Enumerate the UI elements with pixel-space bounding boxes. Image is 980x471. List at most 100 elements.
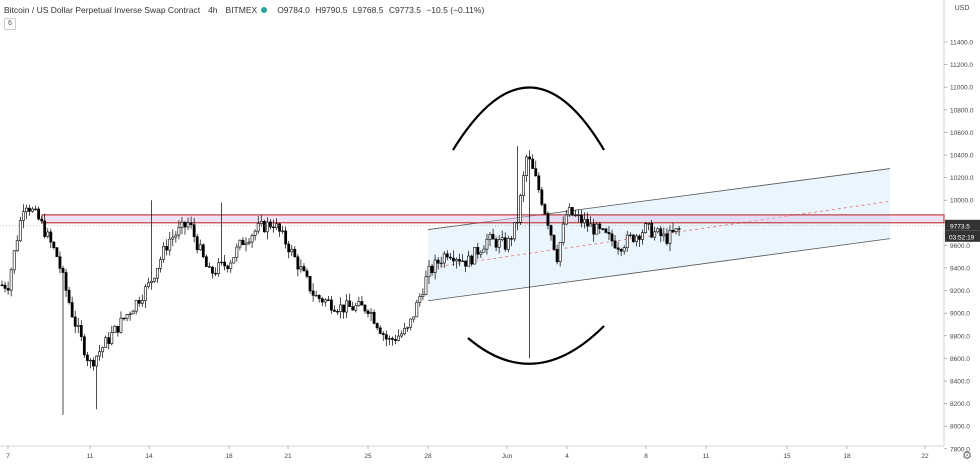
candle-body [485, 238, 489, 250]
candle-body [564, 214, 568, 225]
candle-body [531, 158, 535, 169]
candle-body [326, 299, 330, 301]
time-tick-label: 25 [364, 453, 372, 460]
time-tick-label: 22 [921, 453, 929, 460]
price-tick-label: 8400.0 [950, 379, 970, 386]
candle-body [363, 304, 367, 312]
last-price-tag [945, 219, 980, 231]
candle-body [180, 221, 184, 228]
candle-body [403, 327, 407, 335]
candle-body [195, 236, 199, 251]
price-tick-label: 10800.0 [950, 107, 974, 114]
candle-body [70, 302, 74, 318]
candle-body [412, 316, 416, 320]
candle-body [674, 228, 678, 232]
candle-body [24, 207, 28, 213]
candle-body [299, 266, 303, 270]
candle-body [653, 231, 657, 238]
time-tick-label: 11 [703, 453, 710, 460]
candle-body [262, 221, 266, 233]
candle-body [378, 327, 382, 334]
candle-body [525, 156, 529, 176]
candle-body [445, 253, 449, 258]
candle-body [360, 301, 364, 306]
candle-body [232, 256, 236, 264]
candle-body [278, 223, 281, 232]
candle-body [28, 207, 31, 212]
candle-body [101, 347, 105, 353]
candle-body [467, 255, 471, 267]
candle-body [314, 295, 318, 297]
candle-body [476, 246, 480, 255]
candle-body [128, 313, 132, 316]
candle-body [73, 316, 77, 327]
candle-body [415, 301, 419, 318]
ohlc-high: H9790.5 [315, 5, 348, 15]
time-tick-label: Jun [502, 453, 513, 460]
candle-body [192, 224, 196, 237]
candle-body [55, 247, 59, 258]
ohlc-values: O9784.0 H9790.5 L9768.5 C9773.5 −10.5 (−… [277, 5, 487, 15]
candle-body [104, 337, 108, 348]
candle-body [555, 249, 559, 263]
candle-body [305, 270, 309, 277]
gear-icon[interactable]: ⚙ [962, 450, 972, 462]
time-axis: 7 11 14 18 21 25 28 Jun 4 8 11 15 18 22 [6, 446, 929, 460]
candle-body [67, 289, 71, 303]
candle-body [351, 306, 355, 311]
candle-body [137, 300, 141, 304]
candle-body [613, 240, 617, 249]
candle-body [625, 234, 629, 248]
candle-body [442, 253, 446, 264]
candle-body [86, 354, 89, 362]
candle-body [214, 272, 217, 275]
candle-body [662, 233, 666, 237]
candle-body [220, 261, 224, 264]
candle-body [287, 243, 291, 253]
candle-body [177, 227, 181, 236]
price-tick-label: 11200.0 [950, 62, 973, 69]
price-tick-label: 7800.0 [950, 446, 970, 453]
candle-body [421, 294, 425, 298]
candle-body [201, 244, 205, 258]
candle-body [451, 257, 455, 262]
exchange-label: BITMEX [225, 5, 258, 15]
candle-body [455, 259, 458, 262]
candle-body [61, 268, 65, 273]
candle-body [357, 301, 361, 307]
candle-body [143, 286, 147, 301]
candle-body [241, 239, 245, 246]
ohlc-change: −10.5 (−0.11%) [426, 5, 485, 15]
candle-body [265, 221, 269, 233]
candle-body [119, 317, 123, 333]
candle-body [293, 248, 297, 258]
price-tick-label: 11400.0 [950, 40, 973, 47]
candle-body [427, 265, 431, 278]
candle-body [439, 262, 443, 265]
indicator-collapse-badge[interactable]: 6 [4, 18, 16, 30]
symbol-title[interactable]: Bitcoin / US Dollar Perpetual Inverse Sw… [4, 5, 201, 15]
candle-body [165, 246, 169, 251]
candle-body [49, 231, 53, 243]
candle-body [64, 272, 68, 291]
price-tick-label: 9400.0 [950, 266, 970, 273]
interval-label[interactable]: 4h [208, 5, 218, 15]
candle-body [217, 262, 220, 274]
candle-body [509, 238, 513, 240]
candle-body [317, 295, 321, 299]
candle-body [537, 175, 541, 191]
price-tick-label: 8800.0 [950, 333, 970, 340]
candle-body [506, 238, 510, 250]
candle-body [586, 219, 590, 227]
candle-body [244, 242, 248, 246]
candle-body [229, 262, 233, 270]
candle-body [400, 333, 403, 337]
candle-body [46, 231, 50, 237]
candle-body [58, 256, 62, 269]
candle-body [479, 251, 483, 255]
time-tick-label: 7 [6, 453, 10, 460]
candle-body [567, 207, 571, 216]
candle-body [34, 208, 37, 211]
